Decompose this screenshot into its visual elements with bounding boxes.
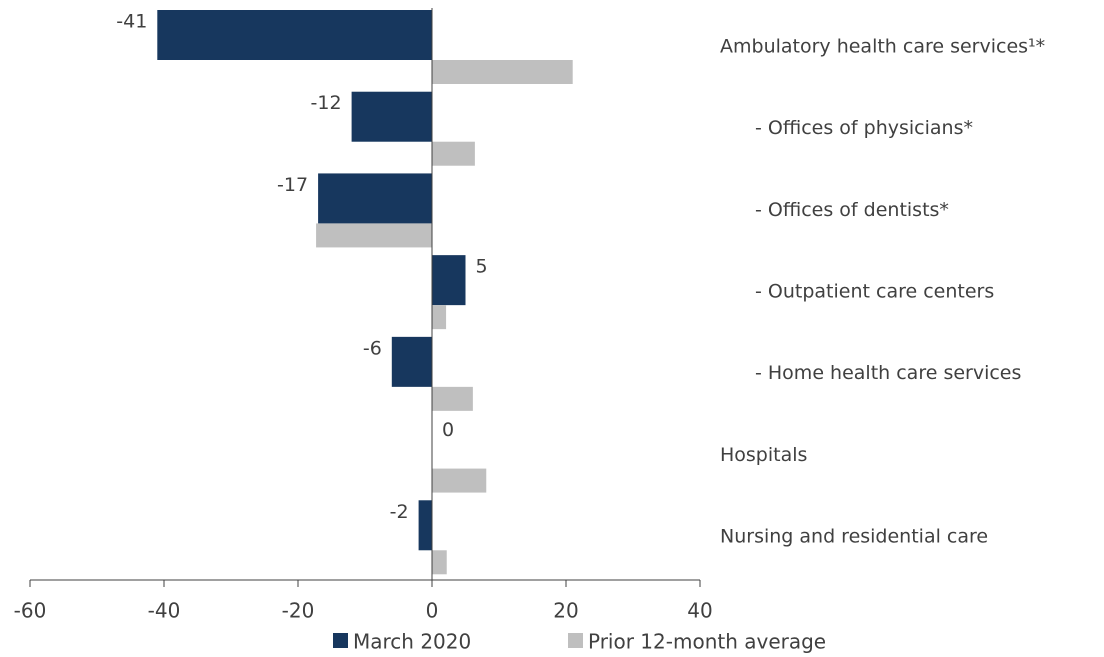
category-label: Hospitals [720,444,807,466]
data-label: -41 [116,11,147,33]
bar [432,141,475,166]
data-label: -2 [390,501,409,523]
bar [418,500,432,551]
data-label: -6 [363,337,382,359]
x-tick-label: -60 [14,599,47,623]
category-label: - Outpatient care centers [755,281,994,303]
category-label: Ambulatory health care services¹* [720,35,1045,57]
category-label: Nursing and residential care [720,526,988,548]
bar [351,91,432,142]
legend-swatch [568,633,583,648]
category-label: - Home health care services [755,362,1021,384]
bar [432,255,466,306]
x-tick-label: 40 [687,599,712,623]
category-label: - Offices of physicians* [755,117,973,139]
x-tick-label: 0 [426,599,439,623]
data-label: -12 [311,92,342,114]
category-label: - Offices of dentists* [755,199,949,221]
legend-label: Prior 12-month average [588,630,826,654]
bar [432,305,447,330]
bar [318,173,432,224]
bar [157,10,433,60]
bar [432,386,473,411]
legend-swatch [333,633,348,648]
legend-label: March 2020 [353,630,471,654]
x-tick-label: -40 [148,599,181,623]
bar [432,60,573,84]
data-label: 5 [476,256,488,278]
bar [391,336,432,387]
data-label: -17 [277,174,308,196]
bar [432,550,447,575]
data-label: 0 [442,419,454,441]
bar [432,468,487,493]
x-tick-label: -20 [282,599,315,623]
x-tick-label: 20 [553,599,578,623]
bar [316,223,432,248]
